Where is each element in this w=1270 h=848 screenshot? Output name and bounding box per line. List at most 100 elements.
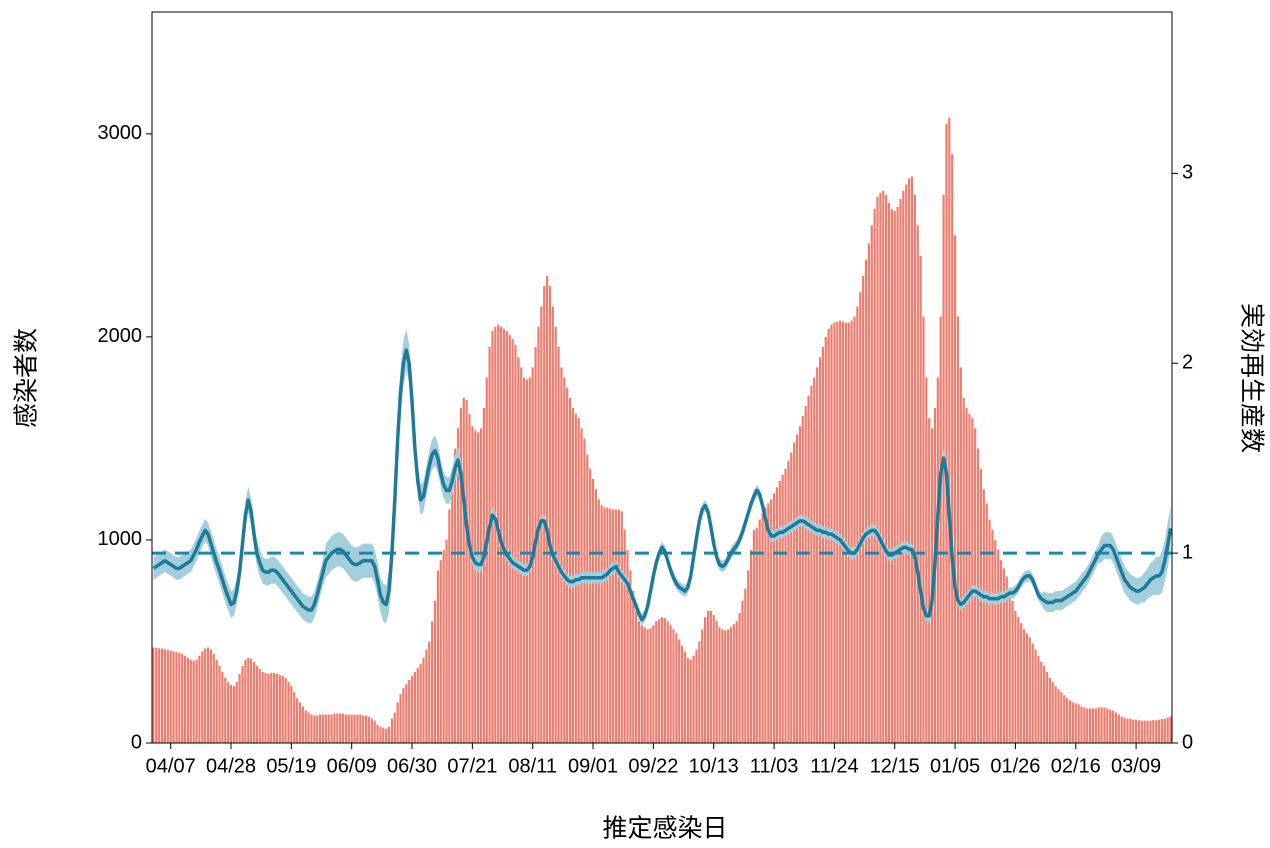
bar (1163, 718, 1166, 743)
bar (738, 613, 741, 743)
bar (557, 347, 560, 743)
bar (658, 619, 661, 743)
bar (772, 493, 776, 743)
bar (298, 702, 302, 743)
bar (824, 336, 827, 743)
bar (330, 714, 333, 743)
bar (1137, 720, 1141, 743)
bar (169, 650, 172, 743)
bar (810, 385, 813, 743)
bar (201, 651, 204, 743)
bar (864, 259, 868, 743)
bar (224, 678, 227, 743)
bar (522, 377, 526, 743)
bar (681, 645, 684, 743)
bar (442, 550, 445, 743)
bar (491, 330, 494, 743)
bar (408, 680, 411, 743)
bar (821, 347, 824, 743)
x-tick-label: 10/13 (689, 755, 739, 777)
bar (212, 653, 215, 743)
bar (908, 178, 911, 743)
bar (632, 590, 635, 743)
bar (1097, 707, 1100, 743)
bar (379, 726, 382, 743)
bar (1106, 708, 1109, 743)
bar (649, 628, 652, 743)
bar (1152, 720, 1155, 743)
bar (795, 434, 799, 743)
bar (678, 639, 681, 743)
bar (922, 316, 925, 743)
bar (468, 414, 471, 743)
bar (620, 511, 623, 743)
bar (778, 481, 781, 743)
bar (862, 275, 865, 743)
bar (1109, 709, 1112, 743)
bar (744, 588, 747, 743)
bar (399, 694, 402, 743)
bar (336, 713, 339, 743)
bar (221, 671, 224, 743)
bar (339, 713, 342, 743)
bar (997, 550, 1000, 743)
bar (916, 225, 919, 744)
bar (626, 550, 629, 743)
bar (770, 499, 773, 743)
bar (899, 198, 902, 744)
bar (876, 196, 879, 744)
bar (244, 659, 247, 743)
bar (281, 675, 284, 743)
y-tick-label: 1000 (98, 528, 143, 550)
bar (706, 611, 710, 743)
bar (304, 710, 307, 743)
plot-frame (151, 11, 1173, 744)
bar (422, 657, 425, 743)
bar (241, 665, 244, 743)
bar (781, 474, 784, 743)
bar (215, 659, 218, 743)
bar (1017, 617, 1020, 743)
bar (887, 202, 891, 744)
x-tick-label: 05/19 (266, 755, 316, 777)
bar (209, 649, 212, 743)
bar (1077, 704, 1080, 743)
bar (1143, 720, 1146, 743)
bar (999, 560, 1003, 743)
bar (1155, 720, 1158, 743)
x-tick-label: 01/26 (990, 755, 1040, 777)
x-tick-label: 01/05 (930, 755, 980, 777)
bar (178, 652, 181, 743)
bar (629, 570, 632, 743)
y2-tick-label: 1 (1182, 541, 1193, 563)
bar (859, 292, 862, 743)
bar (1066, 698, 1069, 743)
bar (1028, 637, 1031, 743)
bar (545, 275, 549, 743)
y-tick-label: 2000 (98, 325, 143, 347)
bar (724, 630, 727, 743)
bar (1123, 717, 1126, 743)
bar (1045, 671, 1049, 743)
bar (172, 651, 175, 743)
bar (1057, 689, 1060, 743)
bar (709, 611, 712, 743)
bar (672, 629, 675, 743)
bar (939, 316, 942, 743)
bar (376, 724, 379, 743)
bar (456, 428, 460, 743)
bar (635, 611, 638, 743)
bar (1132, 719, 1135, 743)
bar (482, 407, 485, 743)
bar (1014, 611, 1017, 743)
bar (505, 330, 508, 743)
bar (956, 316, 960, 743)
bar (181, 653, 184, 743)
bar (163, 649, 167, 743)
bar (267, 673, 270, 743)
bar (382, 727, 385, 743)
x-tick-label: 02/16 (1051, 755, 1101, 777)
bar (841, 321, 845, 743)
bar (402, 688, 405, 743)
bar (301, 706, 304, 743)
